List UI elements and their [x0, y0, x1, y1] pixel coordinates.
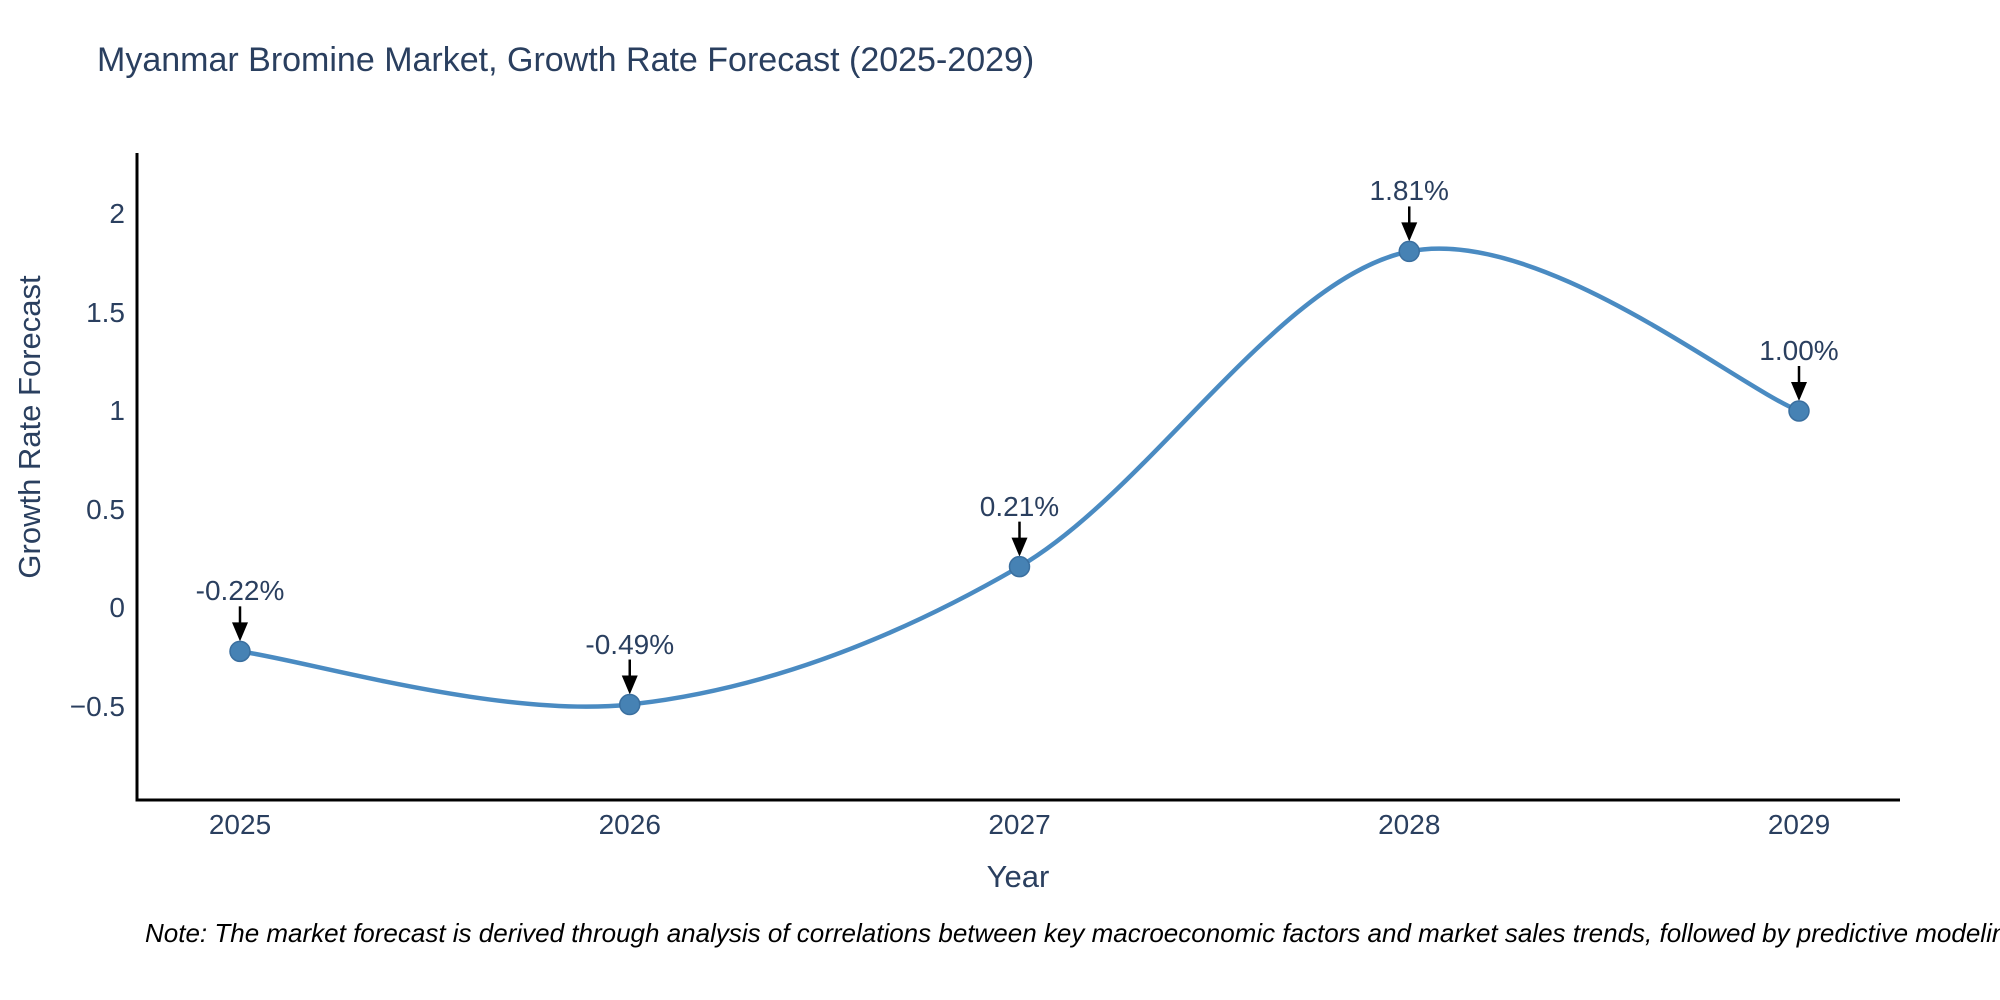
data-point-label: 0.21%	[979, 490, 1060, 522]
y-tick-label: 0.5	[86, 493, 125, 525]
annotation-arrowhead	[621, 675, 638, 695]
data-point-marker	[1008, 555, 1031, 578]
data-point-label: 1.00%	[1759, 335, 1839, 366]
data-point-marker	[1398, 240, 1420, 263]
x-tick-label: 2027	[988, 809, 1051, 840]
x-tick-label: 2029	[1767, 809, 1831, 840]
series-line	[237, 246, 1802, 709]
footnote: Note: The market forecast is derived thr…	[145, 918, 2000, 948]
annotation-arrowhead	[1011, 537, 1028, 557]
y-tick-label: −0.5	[69, 690, 125, 722]
x-tick-label: 2026	[598, 809, 661, 840]
annotation-arrowhead	[232, 622, 248, 642]
data-point-marker	[1788, 400, 1810, 422]
chart-title: Myanmar Bromine Market, Growth Rate Fore…	[97, 41, 1035, 79]
x-tick-label: 2025	[208, 809, 272, 840]
x-axis-title: Year	[986, 859, 1050, 894]
y-tick-label: 0	[109, 592, 125, 623]
annotation-arrowhead	[1791, 382, 1807, 401]
data-point-marker	[619, 693, 641, 716]
x-tick-label: 2028	[1378, 809, 1441, 840]
data-point-label: 1.81%	[1369, 175, 1449, 207]
data-point-label: -0.49%	[585, 628, 675, 660]
y-tick-label: 2	[109, 198, 125, 229]
data-point-marker	[229, 640, 251, 663]
y-tick-label: 1	[109, 395, 125, 426]
y-axis-title: Growth Rate Forecast	[12, 275, 47, 579]
annotation-arrowhead	[1401, 222, 1418, 242]
y-tick-label: 1.5	[86, 296, 125, 328]
data-point-label: -0.22%	[195, 575, 285, 607]
